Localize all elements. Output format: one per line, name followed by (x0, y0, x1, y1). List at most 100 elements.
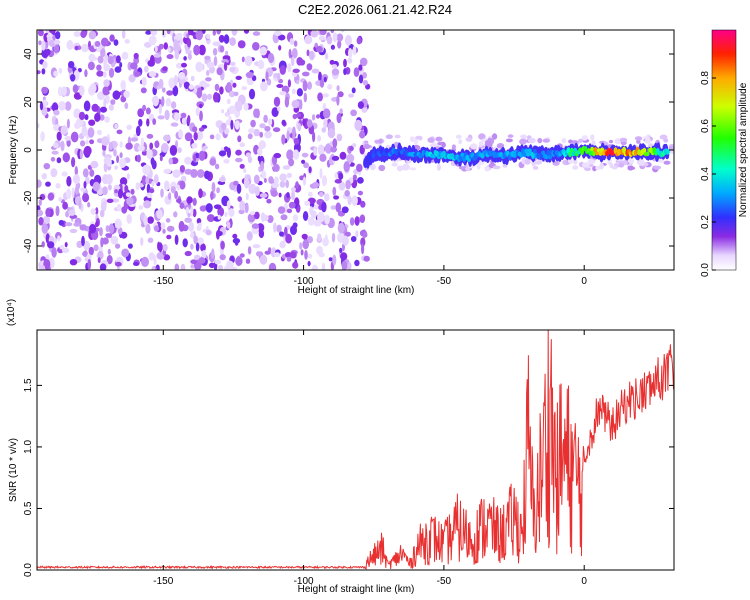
noise-blob (217, 207, 225, 217)
noise-blob (244, 55, 253, 67)
signal-halo-blob (378, 138, 383, 144)
noise-blob (279, 173, 287, 182)
signal-halo-blob (609, 162, 614, 169)
noise-blob (169, 145, 178, 156)
noise-blob (104, 116, 110, 123)
noise-blob (93, 244, 99, 252)
noise-blob (143, 200, 152, 209)
noise-blob (126, 197, 134, 206)
noise-blob (141, 175, 147, 186)
noise-blob (312, 131, 316, 143)
y-tick-label: -20 (23, 190, 34, 205)
noise-blob (314, 42, 319, 48)
noise-blob (45, 181, 51, 187)
noise-blob (187, 52, 192, 61)
signal-halo-blob (542, 138, 550, 143)
noise-blob (307, 236, 313, 244)
noise-blob (216, 30, 221, 35)
noise-blob (331, 64, 338, 69)
noise-blob (350, 236, 357, 242)
noise-blob (252, 42, 260, 51)
noise-blob (37, 122, 40, 129)
noise-blob (108, 67, 115, 78)
noise-blob (137, 108, 145, 118)
signal-halo-blob (531, 161, 536, 165)
x-tick-label: -150 (153, 576, 173, 587)
noise-blob (89, 83, 97, 93)
noise-blob (64, 136, 72, 141)
noise-blob (228, 90, 236, 98)
noise-blob (125, 192, 131, 198)
noise-blob (41, 106, 48, 116)
noise-blob (79, 149, 83, 160)
noise-blob (347, 262, 352, 270)
noise-blob (78, 111, 86, 121)
noise-blob (292, 222, 298, 229)
noise-blob (289, 251, 297, 259)
noise-blob (342, 235, 349, 246)
noise-blob (303, 92, 307, 103)
signal-halo-blob (476, 163, 481, 170)
x-tick-label: -50 (437, 576, 452, 587)
signal-halo-blob (567, 159, 574, 164)
noise-blob (108, 223, 115, 234)
noise-blob (252, 244, 261, 249)
noise-blob (127, 243, 133, 249)
signal-halo-blob (627, 166, 636, 171)
noise-blob (149, 54, 155, 66)
noise-blob (41, 68, 46, 75)
noise-blob (259, 193, 268, 198)
noise-blob (309, 206, 314, 216)
noise-blob (253, 174, 260, 184)
noise-blob (114, 165, 118, 170)
noise-blob (330, 146, 337, 153)
noise-blob (281, 134, 286, 145)
noise-blob (48, 30, 56, 34)
noise-blob (339, 151, 347, 160)
noise-blob (178, 220, 185, 232)
noise-blob (142, 104, 147, 112)
signal-halo-blob (627, 158, 635, 164)
colorbar-gradient (711, 29, 737, 271)
noise-blob (192, 208, 197, 218)
colorbar-ticks: 0.0 0.2 0.4 0.6 0.8 (700, 71, 716, 277)
signal-core (546, 149, 551, 157)
noise-blob (245, 258, 251, 264)
noise-blob (115, 261, 122, 267)
signal-halo-blob (590, 134, 595, 141)
noise-blob (339, 247, 343, 253)
x-tick-label: -100 (294, 576, 314, 587)
signal-halo-blob (561, 138, 567, 144)
noise-blob (216, 230, 220, 240)
noise-blob (195, 30, 203, 41)
noise-blob (51, 102, 59, 112)
noise-blob (330, 44, 335, 50)
noise-blob (224, 112, 230, 117)
noise-blob (311, 68, 320, 74)
noise-blob (297, 123, 302, 132)
y-tick-label: 20 (23, 96, 34, 108)
noise-blob (237, 40, 246, 49)
noise-blob (162, 243, 168, 252)
noise-blob (316, 45, 323, 53)
noise-blob (88, 246, 95, 256)
noise-blob (166, 30, 171, 35)
noise-blob (276, 72, 281, 81)
noise-blob (196, 169, 205, 178)
noise-blob (235, 149, 242, 156)
noise-blob (45, 207, 51, 217)
noise-blob (106, 255, 113, 265)
noise-blob (223, 34, 230, 44)
colorbar-tick-label: 0.8 (700, 71, 711, 85)
noise-blob (278, 45, 282, 51)
noise-blob (228, 208, 235, 217)
noise-blob (124, 185, 129, 193)
noise-blob (61, 247, 70, 254)
noise-blob (281, 119, 286, 126)
noise-blob (248, 183, 257, 195)
noise-blob (87, 201, 91, 208)
noise-blob (83, 240, 91, 251)
noise-blob (53, 39, 61, 45)
noise-blob (299, 242, 303, 250)
signal-halo-blob (581, 135, 588, 141)
